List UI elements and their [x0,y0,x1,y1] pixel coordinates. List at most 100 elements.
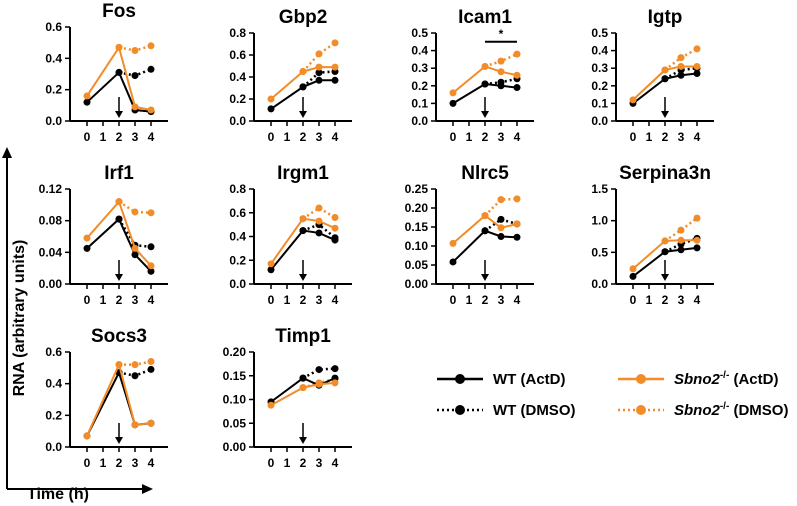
legend-swatch-marker [455,405,465,415]
series-line-sbno2-actd [86,44,152,112]
data-point-sbno2-actd [83,234,91,242]
series-line-wt-actd [632,246,698,278]
treatment-arrow-icon [299,97,307,118]
treatment-arrow-icon [481,260,489,281]
series-line-wt-actd [270,229,336,271]
y-tick-label: 0.5 [411,26,428,40]
legend-swatch-marker [636,374,646,384]
series-line-sbno2-dmso [118,200,152,214]
data-point-sbno2-dmso [331,39,339,47]
data-point-sbno2-dmso [147,209,155,217]
data-point-sbno2-dmso [497,196,505,204]
data-point-wt-dmso [315,366,323,374]
legend-gene-name: Sbno2 [674,371,720,388]
legend-label: WT (DMSO) [493,402,575,419]
x-tick-label: 3 [132,456,139,470]
data-point-sbno2-dmso [131,361,139,369]
data-point-sbno2-actd [147,262,155,270]
chart-title: Irf1 [104,163,134,184]
data-point-wt-dmso [147,243,155,251]
y-tick-label: 0.6 [229,206,246,220]
x-tick-label: 0 [450,293,457,307]
legend-superscript: -/- [720,370,729,381]
x-tick-label: 0 [630,293,637,307]
data-point-sbno2-actd [299,215,307,223]
y-tick-label: 0.2 [45,408,62,422]
data-point-wt-actd [449,99,457,107]
legend-item: Sbno2-/- (ActD) [618,370,778,388]
chart-igtp: Igtp 0.0 0.1 0.2 0.3 0.4 0.5 0 1 2 3 4 [591,7,714,144]
treatment-arrow-icon [115,260,123,281]
x-tick-label: 0 [84,456,91,470]
series-line-sbno2-actd [86,199,152,267]
data-point-wt-actd [481,80,489,88]
chart-title: Timp1 [275,326,331,347]
data-point-wt-actd [315,76,323,84]
treatment-arrow-icon [661,97,669,118]
y-tick-label: 0.0 [591,277,608,291]
series-line-sbno2-actd [632,65,697,101]
x-tick-label: 1 [100,130,107,144]
x-tick-label: 1 [646,130,653,144]
y-tick-label: 0.2 [229,253,246,267]
data-point-sbno2-actd [315,217,323,225]
y-tick-label: 0.08 [39,214,63,228]
data-point-sbno2-dmso [693,45,701,53]
y-tick-label: 0.0 [411,114,428,128]
y-tick-label: 0.10 [405,239,429,253]
x-tick-label: 1 [284,293,291,307]
y-tick-label: 0.00 [405,277,429,291]
x-tick-label: 0 [84,293,91,307]
series-line-sbno2-dmso [302,206,336,220]
series-line-sbno2-actd [452,214,518,245]
data-point-sbno2-dmso [693,214,701,222]
y-tick-label: 0.00 [223,440,247,454]
data-point-wt-dmso [497,215,505,223]
data-point-sbno2-actd [131,421,139,429]
x-tick-label: 4 [514,130,521,144]
data-point-sbno2-actd [331,379,339,387]
data-point-wt-actd [661,248,669,256]
x-tick-label: 2 [116,456,123,470]
x-tick-label: 1 [466,293,473,307]
data-point-wt-actd [131,251,139,259]
x-tick-label: 0 [268,130,275,144]
series-line-wt-actd [452,83,518,105]
y-tick-label: 0.15 [405,220,429,234]
chart-title: Igtp [648,7,683,28]
x-tick-label: 1 [466,130,473,144]
series-line-wt-dmso [664,237,698,253]
series-line-wt-actd [632,72,698,105]
treatment-arrow-icon [661,260,669,281]
treatment-arrow-icon [481,97,489,118]
data-point-sbno2-dmso [513,195,521,203]
data-point-wt-actd [629,272,637,280]
legend-swatch-marker [636,405,646,415]
y-tick-label: 0.4 [45,51,62,65]
data-point-sbno2-dmso [131,47,139,54]
data-point-wt-actd [677,71,685,79]
x-tick-label: 0 [630,130,637,144]
data-point-wt-actd [299,227,307,235]
treatment-arrow-icon [115,423,123,444]
x-tick-label: 3 [498,293,505,307]
x-tick-label: 3 [316,456,323,470]
chart-title: Nlrc5 [461,163,509,184]
series-line-wt-actd [86,217,152,273]
x-tick-label: 3 [316,130,323,144]
data-point-sbno2-dmso [315,50,323,58]
data-point-wt-actd [147,267,155,275]
chart-title: Socs3 [91,326,147,347]
legend-label: Sbno2-/- (DMSO) [674,401,788,419]
legend-condition: (DMSO) [729,402,788,419]
data-point-sbno2-actd [83,432,91,440]
data-point-sbno2-actd [449,239,457,247]
y-tick-label: 0.2 [45,83,62,97]
data-point-sbno2-dmso [331,214,339,221]
y-tick-label: 0.5 [591,245,608,259]
series-line-wt-actd [86,70,152,113]
y-tick-label: 0.2 [229,92,246,106]
x-tick-label: 2 [300,130,307,144]
y-tick-label: 0.05 [223,416,247,430]
y-tick-label: 0.1 [591,96,608,110]
